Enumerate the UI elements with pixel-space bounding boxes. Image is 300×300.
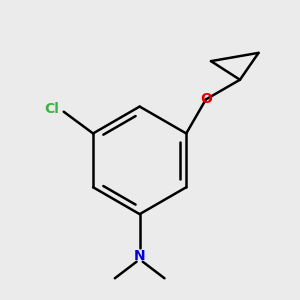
Text: Cl: Cl [44, 102, 59, 116]
Text: N: N [134, 248, 146, 262]
Text: O: O [200, 92, 212, 106]
